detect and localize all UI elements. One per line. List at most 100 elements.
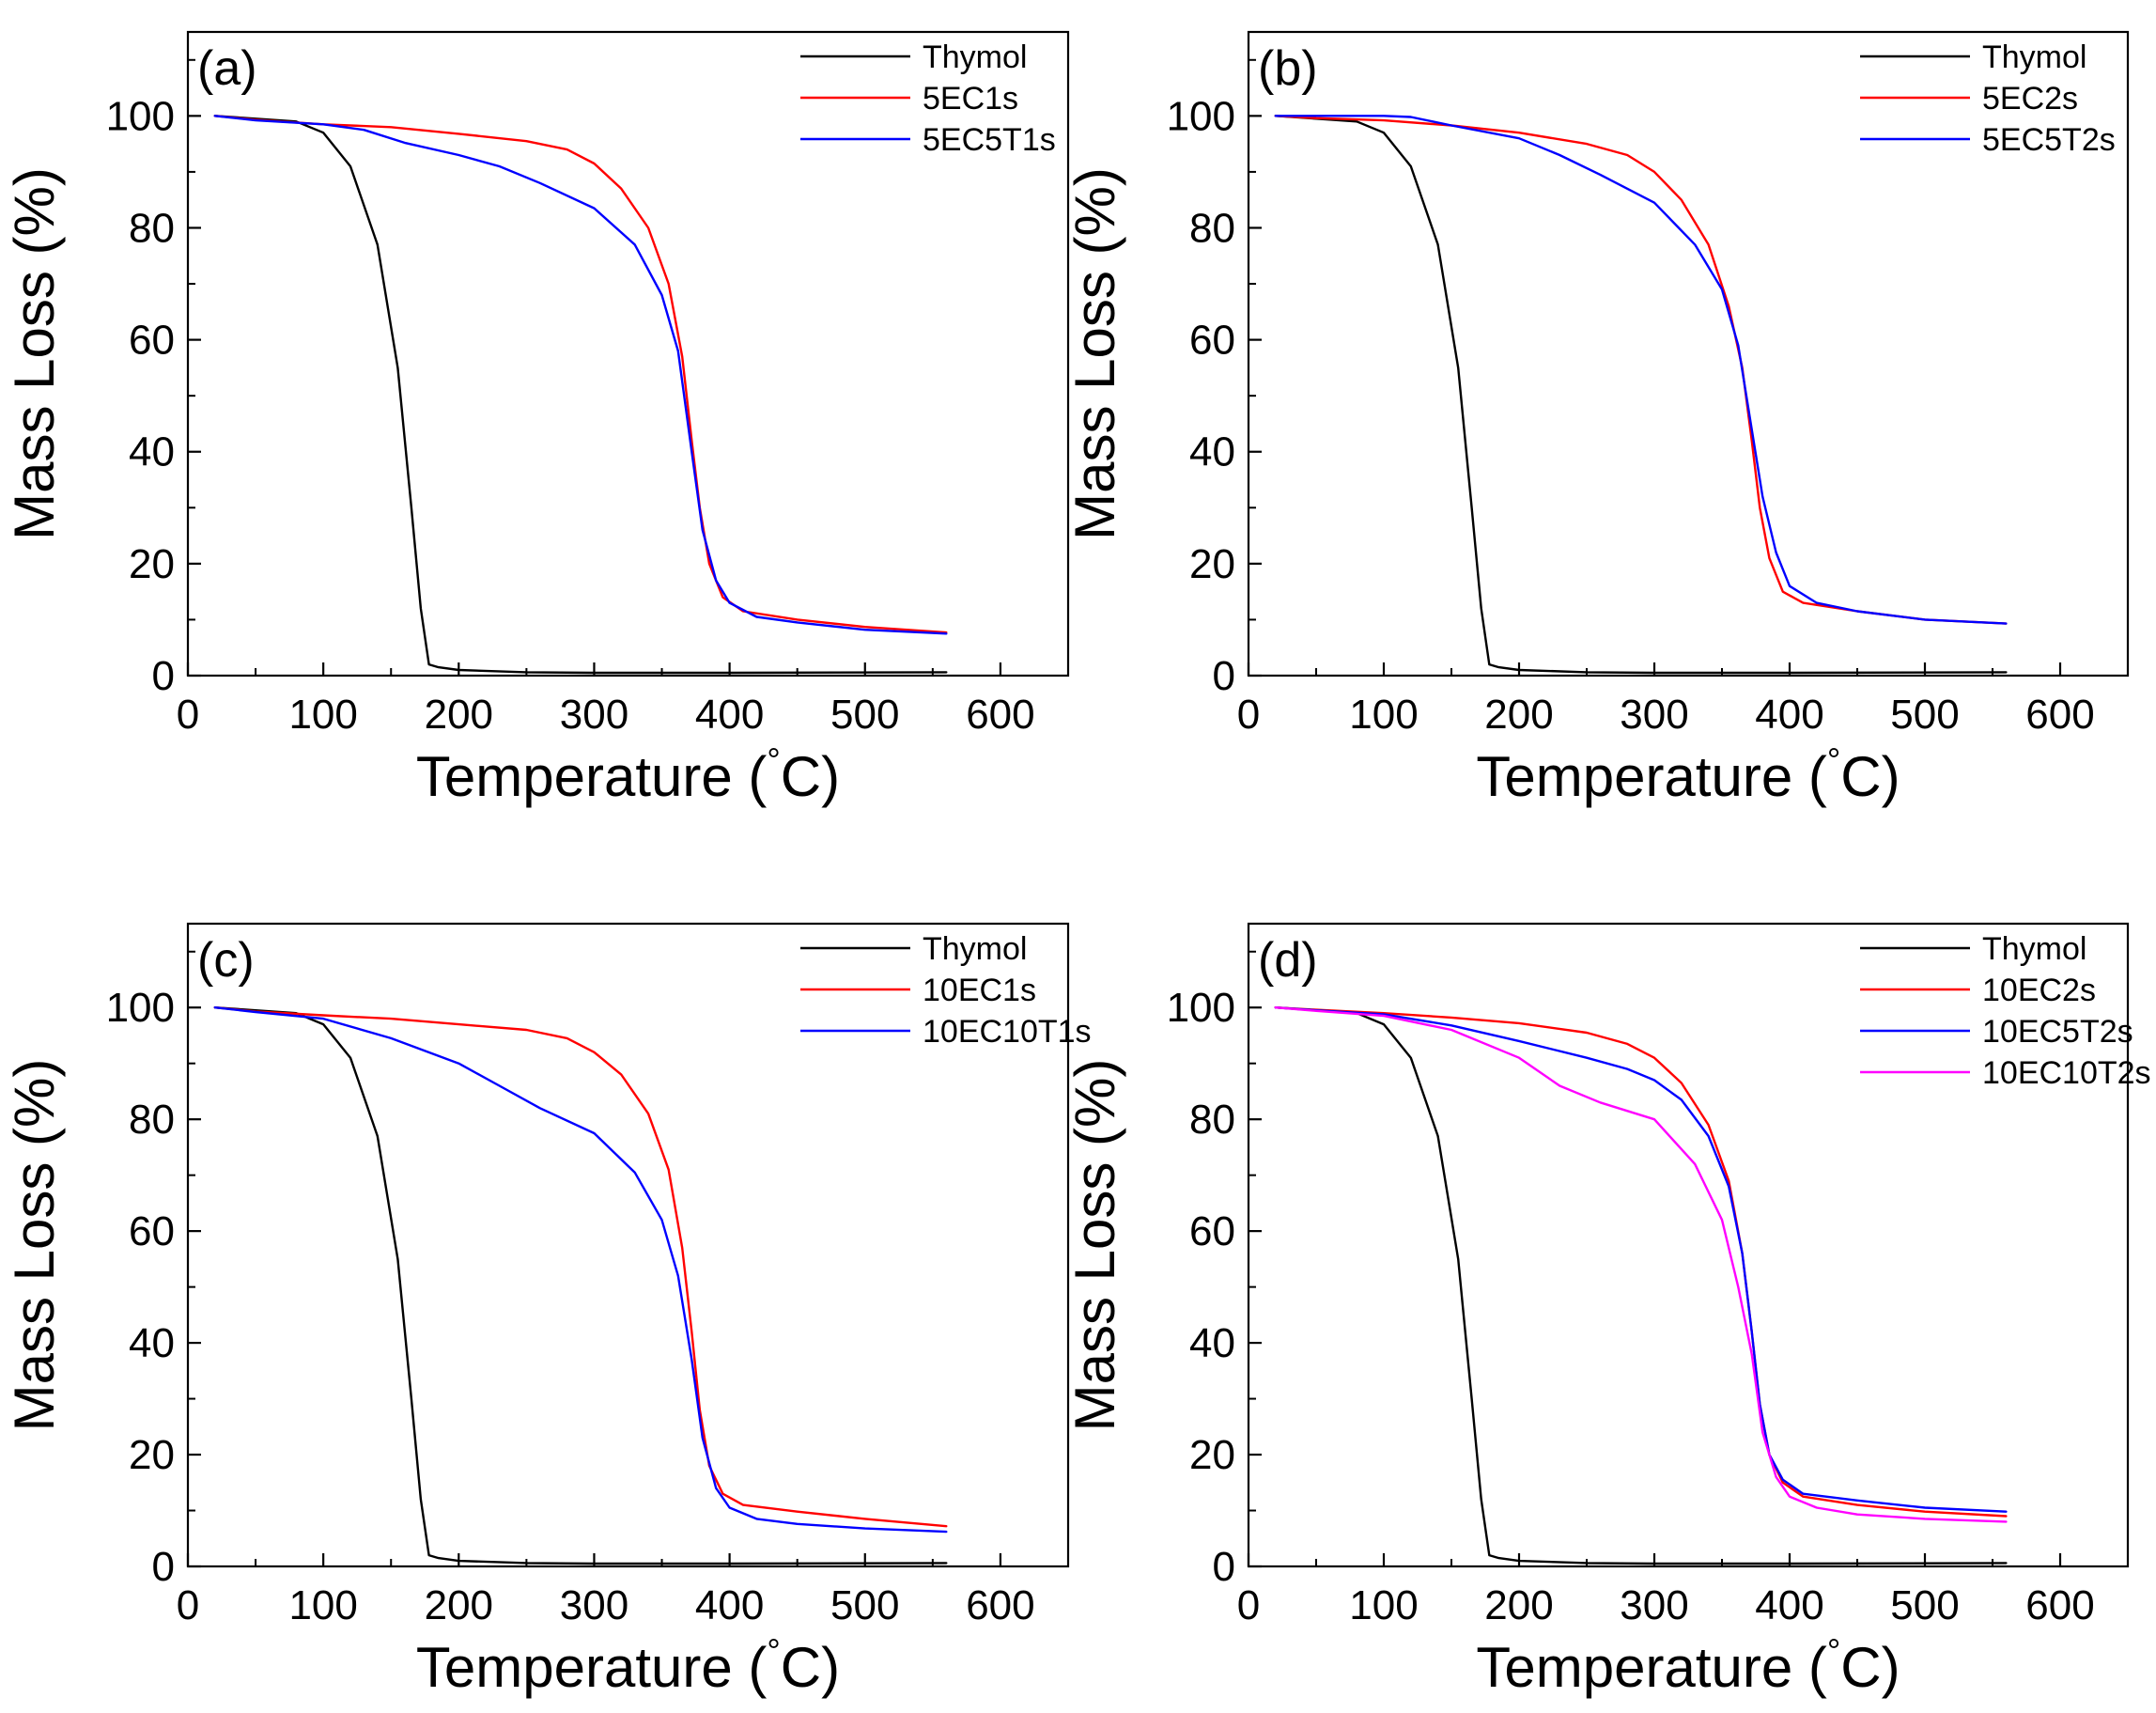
x-tick-label: 300	[1620, 692, 1688, 738]
legend-entry: 5EC2s	[1982, 81, 2078, 117]
panel-label: (c)	[197, 933, 255, 988]
x-axis-title-part: C)	[781, 745, 840, 808]
legend-entry: 10EC2s	[1982, 973, 2096, 1008]
x-tick-label: 0	[177, 1582, 199, 1628]
x-axis-title-part: Temperature (	[1476, 745, 1826, 808]
x-tick-label: 600	[966, 692, 1034, 738]
legend: Thymol 5EC2s 5EC5T2s	[1860, 39, 2116, 158]
chart-panel-b: 0 100 200 300 400 500 600 0 20 40 60 80 100 Temperatu…	[1063, 30, 2130, 808]
x-axis-title-part: Temperature (	[1476, 1636, 1826, 1699]
series-line-10EC2s	[1274, 1005, 2008, 1518]
plot-frame	[1247, 30, 2130, 677]
y-tick-label: 60	[129, 1208, 175, 1254]
y-tick-label: 40	[129, 429, 175, 475]
legend-entry: 5EC1s	[923, 81, 1018, 117]
y-tick-label: 60	[1189, 1208, 1235, 1254]
legend-entry: Thymol	[1982, 39, 2086, 75]
panel-label: (b)	[1258, 41, 1318, 96]
series-line-5EC2s	[1274, 115, 2008, 625]
legend-entry: Thymol	[923, 931, 1027, 967]
y-tick-label: 80	[129, 1097, 175, 1143]
x-tick-label: 0	[1237, 1582, 1260, 1628]
x-tick-label: 400	[695, 692, 764, 738]
series-line-10EC10T2s	[1274, 1005, 2008, 1523]
x-axis-title-part: C)	[1840, 745, 1900, 808]
legend-entry: 10EC5T2s	[1982, 1014, 2133, 1050]
series-line-5EC5T2s	[1274, 115, 2008, 625]
y-tick-label: 0	[1213, 1544, 1235, 1590]
y-tick-label: 20	[1189, 541, 1235, 587]
x-tick-label: 500	[830, 692, 899, 738]
panel-label: (a)	[197, 41, 257, 96]
legend-entry: 10EC10T1s	[923, 1014, 1092, 1050]
x-tick-label: 400	[1755, 1582, 1823, 1628]
x-tick-label: 200	[425, 1582, 493, 1628]
series-line-Thymol	[1274, 115, 2008, 675]
legend-entry: 10EC10T2s	[1982, 1055, 2151, 1091]
y-tick-label: 80	[1189, 205, 1235, 251]
plot-frame	[186, 922, 1070, 1568]
y-axis-title: Mass Loss (%)	[3, 1059, 66, 1432]
x-tick-label: 400	[1755, 692, 1823, 738]
series-line-5EC1s	[213, 115, 948, 634]
degree-sign: °	[767, 1631, 780, 1670]
x-tick-label: 300	[560, 692, 628, 738]
y-tick-label: 0	[152, 1544, 175, 1590]
y-tick-label: 60	[129, 318, 175, 364]
x-tick-label: 100	[1349, 692, 1418, 738]
y-tick-label: 80	[129, 205, 175, 251]
x-axis-title-part: Temperature (	[416, 745, 767, 808]
x-tick-label: 500	[830, 1582, 899, 1628]
x-axis-title: Temperature (°C)	[1476, 740, 1900, 808]
y-tick-label: 60	[1189, 318, 1235, 364]
legend: Thymol 10EC2s 10EC5T2s 10EC10T2s	[1860, 931, 2151, 1091]
x-tick-label: 100	[288, 1582, 357, 1628]
y-tick-label: 100	[1167, 93, 1235, 139]
x-tick-label: 100	[288, 692, 357, 738]
y-tick-label: 40	[1189, 429, 1235, 475]
x-tick-label: 200	[1484, 1582, 1553, 1628]
x-tick-label: 500	[1890, 1582, 1959, 1628]
y-tick-label: 100	[1167, 985, 1235, 1031]
y-tick-label: 40	[129, 1320, 175, 1366]
y-tick-label: 0	[1213, 653, 1235, 699]
plot-frame	[186, 30, 1070, 677]
series-line-Thymol	[213, 115, 948, 675]
y-tick-label: 20	[129, 541, 175, 587]
x-tick-label: 400	[695, 1582, 764, 1628]
x-tick-label: 300	[560, 1582, 628, 1628]
legend-entry: Thymol	[923, 39, 1027, 75]
y-axis-title: Mass Loss (%)	[3, 167, 66, 540]
series-line-10EC5T2s	[1274, 1005, 2008, 1513]
x-tick-label: 600	[2025, 1582, 2094, 1628]
x-axis-title-part: C)	[1840, 1636, 1900, 1699]
x-tick-label: 200	[1484, 692, 1553, 738]
y-tick-label: 100	[106, 985, 175, 1031]
y-tick-label: 0	[152, 653, 175, 699]
degree-sign: °	[1827, 1631, 1840, 1670]
y-tick-label: 100	[106, 93, 175, 139]
x-axis-title: Temperature (°C)	[416, 1631, 840, 1699]
degree-sign: °	[767, 740, 780, 779]
legend-entry: 10EC1s	[923, 973, 1036, 1008]
legend: Thymol 10EC1s 10EC10T1s	[800, 931, 1092, 1050]
legend: Thymol 5EC1s 5EC5T1s	[800, 39, 1056, 158]
degree-sign: °	[1827, 740, 1840, 779]
x-axis-title: Temperature (°C)	[1476, 1631, 1900, 1699]
y-tick-label: 40	[1189, 1320, 1235, 1366]
x-tick-label: 0	[177, 692, 199, 738]
x-tick-label: 300	[1620, 1582, 1688, 1628]
x-tick-label: 0	[1237, 692, 1260, 738]
series-line-10EC10T1s	[213, 1005, 948, 1534]
x-axis-title-part: C)	[781, 1636, 840, 1699]
chart-panel-a: 0 100 200 300 400 500 600 0 20 40 60 80 100 Temperatu…	[3, 30, 1070, 808]
chart-panel-d: 0 100 200 300 400 500 600 0 20 40 60 80 100 Temperatu…	[1063, 922, 2151, 1699]
x-tick-label: 500	[1890, 692, 1959, 738]
y-axis-title: Mass Loss (%)	[1063, 167, 1126, 540]
x-tick-label: 600	[2025, 692, 2094, 738]
plot-frame	[1247, 922, 2130, 1568]
x-axis-title: Temperature (°C)	[416, 740, 840, 808]
x-tick-label: 600	[966, 1582, 1034, 1628]
y-tick-label: 80	[1189, 1097, 1235, 1143]
